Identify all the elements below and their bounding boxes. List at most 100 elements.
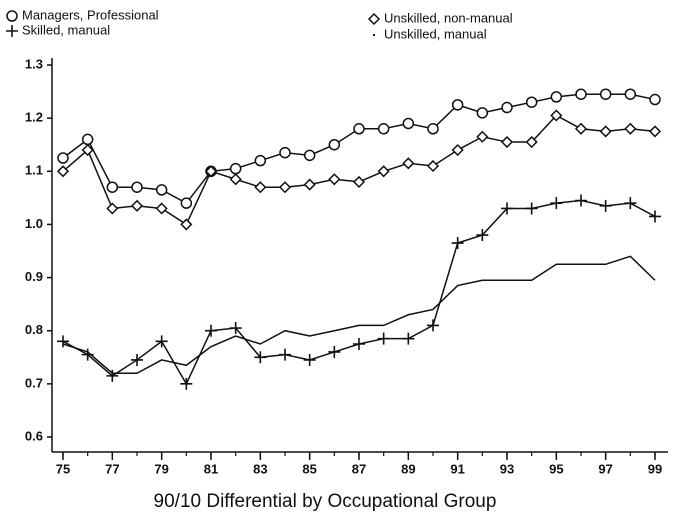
legend-marker bbox=[367, 12, 381, 26]
point-marker bbox=[624, 88, 637, 100]
y-tick-label: 0.6 bbox=[25, 428, 43, 443]
point-marker bbox=[377, 332, 390, 345]
point-marker bbox=[476, 107, 489, 119]
point-marker bbox=[229, 322, 242, 335]
point-marker bbox=[501, 101, 513, 114]
point-marker bbox=[377, 165, 390, 178]
point-marker bbox=[254, 351, 267, 364]
point-marker bbox=[303, 178, 316, 191]
point-marker bbox=[57, 335, 69, 348]
x-tick-label: 75 bbox=[56, 461, 70, 476]
x-tick-label: 85 bbox=[302, 461, 316, 476]
point-marker bbox=[279, 146, 291, 159]
point-marker bbox=[451, 143, 464, 157]
point-marker bbox=[649, 210, 661, 223]
point-marker bbox=[624, 122, 637, 135]
point-marker bbox=[106, 369, 119, 382]
chart-title: 90/10 Differential by Occupational Group bbox=[154, 491, 497, 512]
point-marker bbox=[550, 109, 563, 122]
point-marker bbox=[303, 353, 316, 366]
x-tick-label: 91 bbox=[450, 461, 464, 476]
point-marker bbox=[130, 199, 144, 212]
y-tick-label: 0.9 bbox=[25, 269, 43, 284]
point-marker bbox=[57, 152, 69, 164]
point-marker bbox=[229, 173, 242, 186]
x-tick-label: 93 bbox=[500, 461, 514, 476]
point-marker bbox=[525, 96, 538, 108]
point-marker bbox=[279, 348, 291, 361]
point-marker bbox=[278, 181, 292, 194]
point-marker bbox=[451, 237, 464, 250]
legend-label: Managers, Professional bbox=[22, 7, 159, 22]
legend-label: Unskilled, non-manual bbox=[384, 10, 513, 25]
y-tick-label: 1.2 bbox=[25, 110, 43, 125]
x-tick-label: 77 bbox=[105, 461, 119, 476]
point-marker bbox=[500, 135, 514, 149]
y-tick-label: 1.3 bbox=[25, 56, 43, 71]
point-marker bbox=[328, 138, 341, 151]
point-marker bbox=[81, 133, 94, 146]
point-marker bbox=[402, 332, 415, 345]
point-marker bbox=[131, 353, 143, 366]
point-marker bbox=[204, 165, 218, 178]
point-marker bbox=[229, 162, 242, 175]
legend-label: Unskilled, manual bbox=[384, 26, 487, 41]
point-marker bbox=[476, 229, 489, 242]
point-marker bbox=[81, 143, 94, 157]
point-marker bbox=[426, 159, 440, 173]
y-tick-label: 1.1 bbox=[25, 163, 43, 178]
point-marker bbox=[550, 197, 563, 210]
legend-marker bbox=[6, 25, 18, 37]
point-marker bbox=[377, 123, 390, 135]
point-marker bbox=[648, 125, 662, 138]
x-tick-label: 79 bbox=[154, 461, 168, 476]
x-tick-label: 87 bbox=[352, 461, 366, 476]
point-marker bbox=[155, 202, 168, 215]
x-tick-label: 95 bbox=[549, 461, 563, 476]
y-tick-label: 0.8 bbox=[25, 322, 43, 337]
legend-marker bbox=[6, 10, 18, 22]
point-marker bbox=[56, 165, 70, 178]
point-marker bbox=[180, 377, 193, 390]
point-marker bbox=[180, 218, 193, 231]
x-tick-label: 81 bbox=[204, 461, 218, 476]
point-marker bbox=[303, 149, 316, 162]
point-marker bbox=[328, 173, 341, 186]
point-marker bbox=[131, 181, 143, 193]
point-marker bbox=[106, 202, 119, 215]
x-tick-label: 83 bbox=[253, 461, 267, 476]
point-marker bbox=[501, 202, 513, 215]
point-marker bbox=[328, 345, 341, 358]
x-tick-label: 97 bbox=[598, 461, 612, 476]
point-marker bbox=[402, 157, 415, 170]
x-tick-label: 89 bbox=[401, 461, 415, 476]
series-line bbox=[62, 255, 656, 374]
point-marker bbox=[624, 197, 637, 210]
point-marker bbox=[353, 338, 365, 350]
point-marker bbox=[427, 123, 439, 135]
point-marker bbox=[254, 154, 267, 167]
point-marker bbox=[427, 319, 439, 332]
point-marker bbox=[205, 324, 217, 337]
point-marker bbox=[550, 91, 563, 103]
point-marker bbox=[353, 123, 365, 135]
x-tick-label: 99 bbox=[648, 461, 662, 476]
point-marker bbox=[575, 88, 587, 100]
legend-label: Skilled, manual bbox=[22, 22, 110, 37]
point-marker bbox=[525, 202, 538, 215]
point-marker bbox=[599, 88, 612, 100]
point-marker bbox=[599, 199, 612, 212]
point-marker bbox=[476, 130, 489, 143]
point-marker bbox=[155, 184, 168, 196]
point-marker bbox=[254, 181, 267, 194]
point-marker bbox=[599, 125, 612, 138]
point-marker bbox=[574, 122, 588, 135]
point-marker bbox=[155, 335, 168, 348]
legend-marker bbox=[373, 34, 375, 36]
point-marker bbox=[352, 175, 366, 188]
point-marker bbox=[451, 99, 464, 111]
point-marker bbox=[575, 194, 587, 207]
point-marker bbox=[180, 197, 193, 209]
